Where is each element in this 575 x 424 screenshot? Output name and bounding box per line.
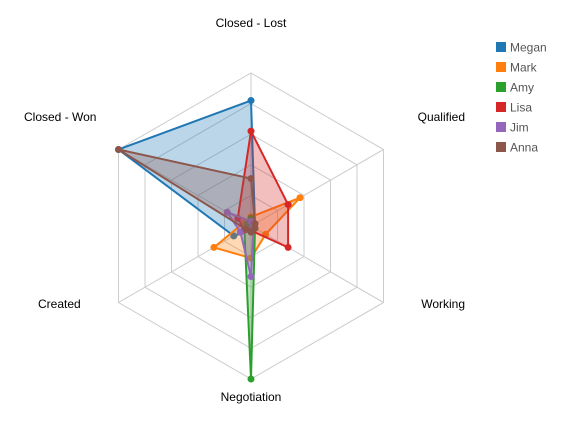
legend-swatch-jim (496, 122, 506, 132)
legend-swatch-mark (496, 62, 506, 72)
series-anna (114, 146, 259, 236)
data-point-lisa-2[interactable] (284, 243, 292, 251)
axis-label-3: Negotiation (221, 390, 282, 404)
legend-label-anna: Anna (510, 141, 538, 155)
legend-swatch-megan (496, 42, 506, 52)
axis-spoke-4 (118, 225, 252, 303)
axis-label-5: Closed - Won (24, 110, 96, 124)
data-point-anna-4[interactable] (242, 225, 250, 233)
data-point-megan-0[interactable] (247, 97, 255, 105)
data-point-amy-3[interactable] (247, 375, 255, 383)
axis-label-1: Qualified (418, 110, 465, 124)
legend-swatch-lisa (496, 102, 506, 112)
data-point-lisa-0[interactable] (247, 127, 255, 135)
legend-label-amy: Amy (510, 81, 534, 95)
axis-spoke-2 (250, 225, 384, 303)
data-point-jim-4[interactable] (236, 228, 244, 236)
axis-labels: Closed - Lost Qualified Working Negotiation… (24, 16, 465, 404)
legend-swatch-amy (496, 82, 506, 92)
legend-item-mark[interactable]: Mark (496, 61, 538, 75)
axis-label-0: Closed - Lost (216, 16, 287, 30)
data-point-jim-5[interactable] (223, 208, 231, 216)
data-point-mark-4[interactable] (210, 243, 218, 251)
legend-label-lisa: Lisa (510, 101, 532, 115)
data-point-jim-3[interactable] (247, 272, 255, 280)
data-point-anna-5[interactable] (114, 146, 122, 153)
data-point-anna-0[interactable] (247, 175, 255, 183)
radar-series (114, 97, 304, 383)
data-point-mark-1[interactable] (296, 194, 304, 202)
legend: Megan Mark Amy Lisa Jim Anna (496, 41, 547, 155)
legend-label-jim: Jim (510, 121, 529, 135)
legend-swatch-anna (496, 142, 506, 152)
axis-spoke-1 (250, 149, 384, 227)
legend-label-megan: Megan (510, 41, 547, 55)
legend-item-amy[interactable]: Amy (496, 81, 534, 95)
legend-label-mark: Mark (510, 61, 538, 75)
legend-item-lisa[interactable]: Lisa (496, 101, 532, 115)
data-point-lisa-1[interactable] (284, 201, 292, 209)
legend-item-jim[interactable]: Jim (496, 121, 529, 135)
legend-item-anna[interactable]: Anna (496, 141, 538, 155)
data-point-anna-3[interactable] (247, 228, 255, 236)
axis-label-2: Working (421, 297, 465, 311)
axis-label-4: Created (38, 297, 81, 311)
data-point-megan-4[interactable] (230, 232, 238, 240)
legend-item-megan[interactable]: Megan (496, 41, 547, 55)
